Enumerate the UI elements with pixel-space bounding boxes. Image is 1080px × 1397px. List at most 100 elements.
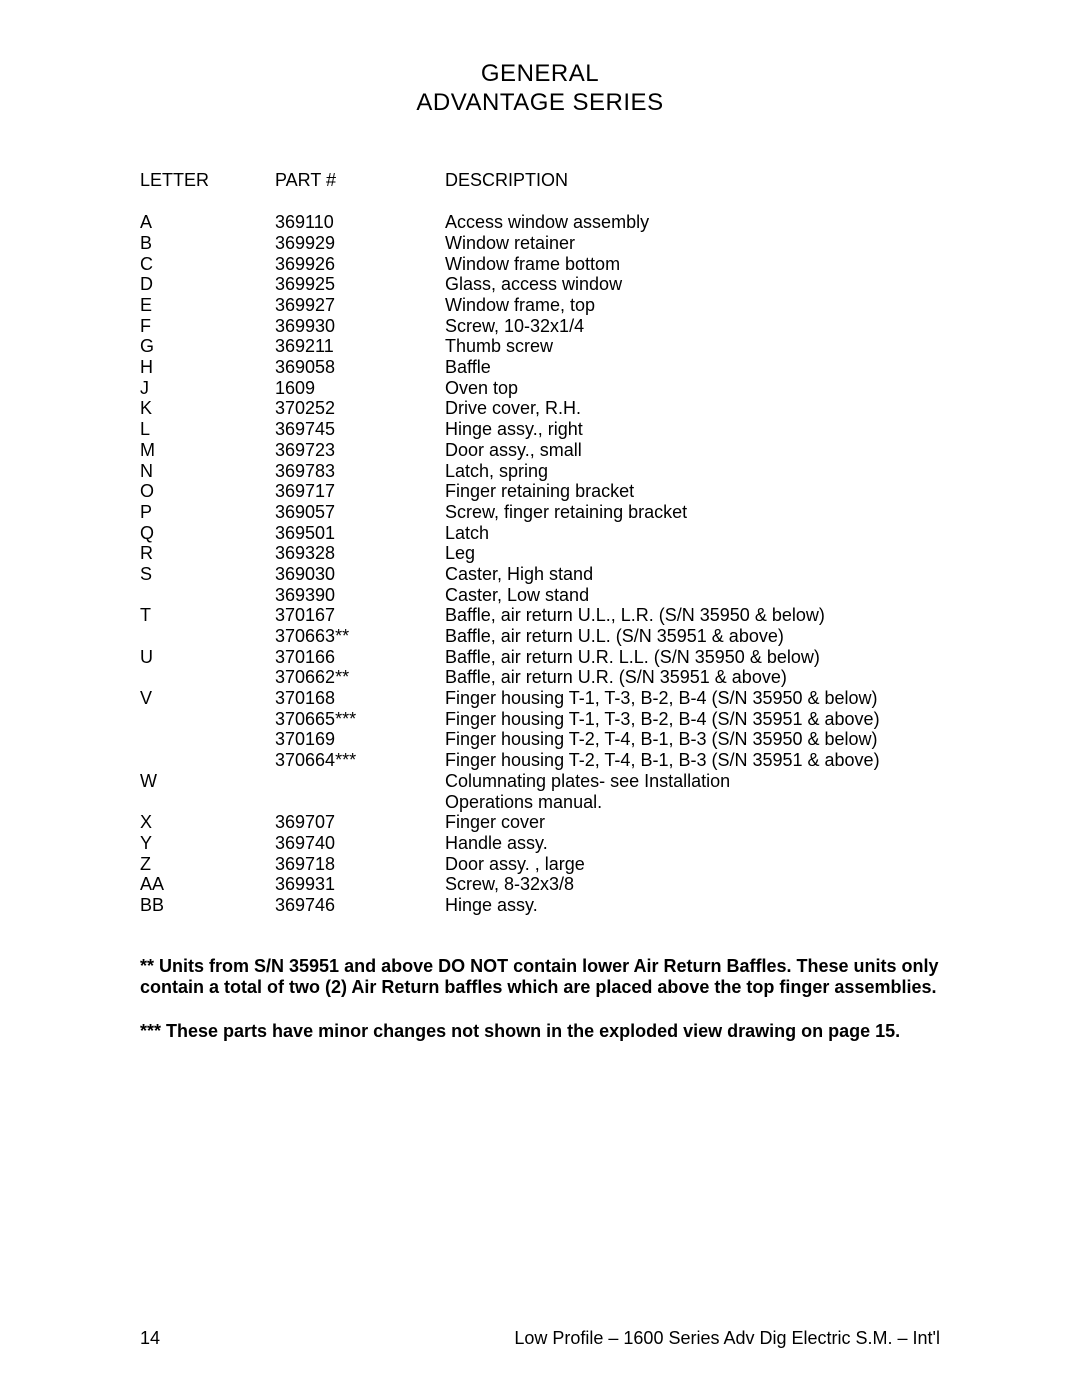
- cell-description: Glass, access window: [445, 274, 940, 295]
- table-row: U370166Baffle, air return U.R. L.L. (S/N…: [140, 647, 940, 668]
- cell-letter: H: [140, 357, 275, 378]
- table-row: J1609Oven top: [140, 378, 940, 399]
- cell-letter: BB: [140, 895, 275, 916]
- cell-letter: V: [140, 688, 275, 709]
- table-row: 370662**Baffle, air return U.R. (S/N 359…: [140, 667, 940, 688]
- cell-part: 369926: [275, 254, 445, 275]
- cell-description: Finger housing T-1, T-3, B-2, B-4 (S/N 3…: [445, 688, 940, 709]
- cell-part: 369718: [275, 854, 445, 875]
- cell-letter: [140, 667, 275, 688]
- cell-letter: K: [140, 398, 275, 419]
- cell-letter: Y: [140, 833, 275, 854]
- footnotes: ** Units from S/N 35951 and above DO NOT…: [140, 956, 940, 1043]
- cell-part: 369746: [275, 895, 445, 916]
- cell-part: 370662**: [275, 667, 445, 688]
- cell-letter: O: [140, 481, 275, 502]
- cell-letter: S: [140, 564, 275, 585]
- cell-part: 369211: [275, 336, 445, 357]
- table-row: D369925Glass, access window: [140, 274, 940, 295]
- title-line-2: ADVANTAGE SERIES: [140, 89, 940, 118]
- table-row: 370664***Finger housing T-2, T-4, B-1, B…: [140, 750, 940, 771]
- cell-part: 1609: [275, 378, 445, 399]
- cell-part: 369927: [275, 295, 445, 316]
- cell-part: 370168: [275, 688, 445, 709]
- table-row: B369929Window retainer: [140, 233, 940, 254]
- table-row: E369927Window frame, top: [140, 295, 940, 316]
- cell-description: Baffle, air return U.L., L.R. (S/N 35950…: [445, 605, 940, 626]
- cell-letter: U: [140, 647, 275, 668]
- cell-description: Caster, Low stand: [445, 585, 940, 606]
- footer-doc-title: Low Profile – 1600 Series Adv Dig Electr…: [514, 1328, 940, 1349]
- cell-part: 369783: [275, 461, 445, 482]
- cell-description: Oven top: [445, 378, 940, 399]
- table-row: 370663**Baffle, air return U.L. (S/N 359…: [140, 626, 940, 647]
- cell-description: Latch, spring: [445, 461, 940, 482]
- cell-part: 369501: [275, 523, 445, 544]
- table-row: V370168Finger housing T-1, T-3, B-2, B-4…: [140, 688, 940, 709]
- cell-description: Hinge assy.: [445, 895, 940, 916]
- cell-letter: Z: [140, 854, 275, 875]
- cell-letter: B: [140, 233, 275, 254]
- cell-letter: W: [140, 771, 275, 792]
- cell-description: Drive cover, R.H.: [445, 398, 940, 419]
- cell-part: 369740: [275, 833, 445, 854]
- cell-letter: J: [140, 378, 275, 399]
- table-row: A369110Access window assembly: [140, 212, 940, 233]
- footnote-2: *** These parts have minor changes not s…: [140, 1021, 940, 1043]
- table-row: 370665***Finger housing T-1, T-3, B-2, B…: [140, 709, 940, 730]
- table-row: 370169Finger housing T-2, T-4, B-1, B-3 …: [140, 729, 940, 750]
- cell-part: 370252: [275, 398, 445, 419]
- cell-description: Baffle, air return U.R. L.L. (S/N 35950 …: [445, 647, 940, 668]
- page-title: GENERAL ADVANTAGE SERIES: [140, 60, 940, 118]
- cell-letter: L: [140, 419, 275, 440]
- table-row: Y369740Handle assy.: [140, 833, 940, 854]
- cell-part: 369925: [275, 274, 445, 295]
- header-part: PART #: [275, 170, 445, 191]
- cell-letter: AA: [140, 874, 275, 895]
- table-row: K370252Drive cover, R.H.: [140, 398, 940, 419]
- cell-description: Finger retaining bracket: [445, 481, 940, 502]
- cell-part: 369058: [275, 357, 445, 378]
- cell-description: Finger housing T-2, T-4, B-1, B-3 (S/N 3…: [445, 729, 940, 750]
- table-row: Q369501Latch: [140, 523, 940, 544]
- cell-description: Baffle, air return U.L. (S/N 35951 & abo…: [445, 626, 940, 647]
- parts-table: LETTER PART # DESCRIPTION A369110Access …: [140, 170, 940, 916]
- table-row: M369723Door assy., small: [140, 440, 940, 461]
- cell-letter: [140, 729, 275, 750]
- table-row: T370167Baffle, air return U.L., L.R. (S/…: [140, 605, 940, 626]
- title-line-1: GENERAL: [140, 60, 940, 89]
- cell-description: Finger housing T-1, T-3, B-2, B-4 (S/N 3…: [445, 709, 940, 730]
- table-row: N369783Latch, spring: [140, 461, 940, 482]
- table-row: WColumnating plates- see Installation: [140, 771, 940, 792]
- cell-description: Window retainer: [445, 233, 940, 254]
- cell-description: Caster, High stand: [445, 564, 940, 585]
- table-row: Z369718Door assy. , large: [140, 854, 940, 875]
- table-row: L369745Hinge assy., right: [140, 419, 940, 440]
- cell-letter: P: [140, 502, 275, 523]
- cell-letter: A: [140, 212, 275, 233]
- cell-part: 369057: [275, 502, 445, 523]
- cell-letter: T: [140, 605, 275, 626]
- table-row: G369211Thumb screw: [140, 336, 940, 357]
- table-row: S369030Caster, High stand: [140, 564, 940, 585]
- cell-part: 370167: [275, 605, 445, 626]
- cell-description: Door assy., small: [445, 440, 940, 461]
- cell-part: 369931: [275, 874, 445, 895]
- cell-part: 369707: [275, 812, 445, 833]
- cell-description: Finger housing T-2, T-4, B-1, B-3 (S/N 3…: [445, 750, 940, 771]
- cell-description: Baffle, air return U.R. (S/N 35951 & abo…: [445, 667, 940, 688]
- cell-letter: [140, 626, 275, 647]
- cell-letter: Q: [140, 523, 275, 544]
- table-row: Operations manual.: [140, 792, 940, 813]
- cell-letter: G: [140, 336, 275, 357]
- cell-letter: M: [140, 440, 275, 461]
- cell-letter: [140, 750, 275, 771]
- cell-description: Hinge assy., right: [445, 419, 940, 440]
- cell-letter: C: [140, 254, 275, 275]
- table-body: A369110Access window assemblyB369929Wind…: [140, 212, 940, 915]
- cell-part: 369930: [275, 316, 445, 337]
- cell-description: Leg: [445, 543, 940, 564]
- header-letter: LETTER: [140, 170, 275, 191]
- cell-letter: R: [140, 543, 275, 564]
- cell-part: 370169: [275, 729, 445, 750]
